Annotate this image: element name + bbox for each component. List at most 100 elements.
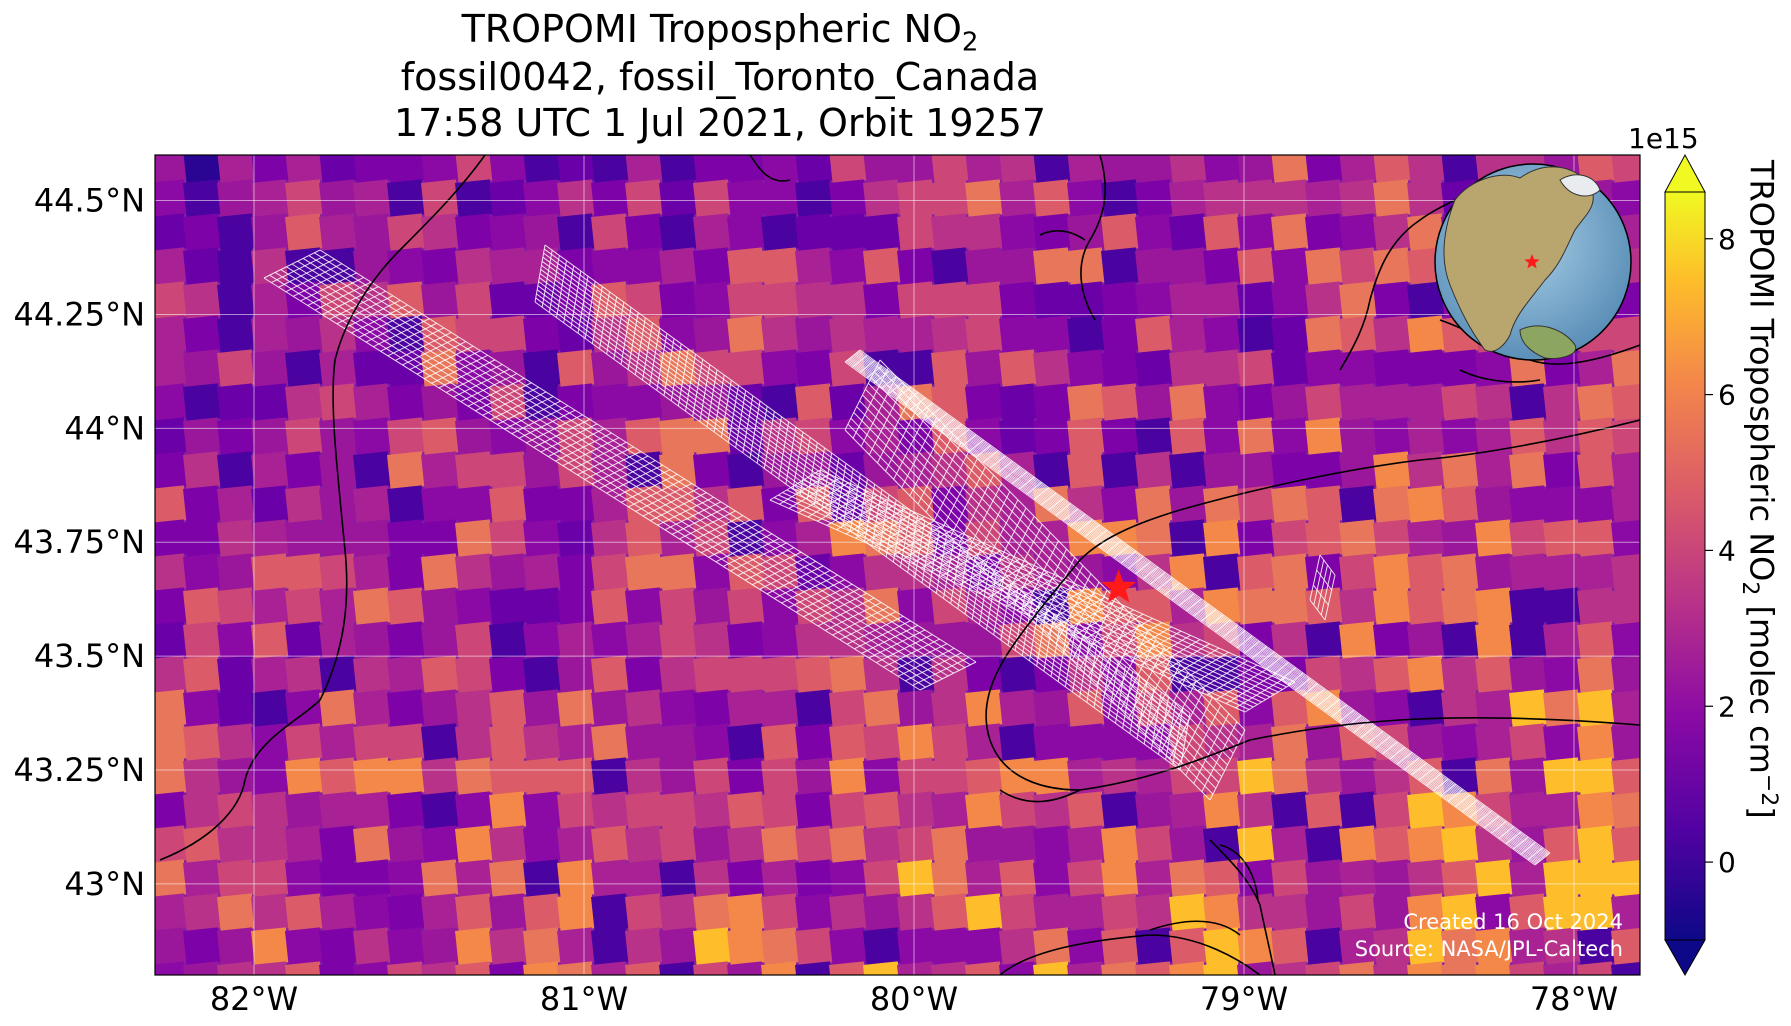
no2-pixel [285,111,323,149]
no2-pixel [1509,757,1548,796]
no2-pixel [761,995,799,1026]
no2-pixel [115,145,153,183]
no2-pixel [1509,689,1548,728]
no2-pixel [624,587,664,626]
no2-pixel [557,757,596,796]
no2-pixel [1067,757,1106,796]
no2-pixel [557,893,596,932]
no2-pixel [1339,621,1378,660]
no2-pixel [1033,825,1072,864]
no2-pixel [1509,723,1548,762]
no2-pixel [931,723,970,762]
no2-pixel [1441,587,1480,626]
no2-pixel [155,689,188,728]
no2-pixel [1033,179,1072,218]
no2-pixel [557,519,596,558]
no2-pixel [318,213,358,252]
footprint-line [867,382,1234,754]
footprint-line [1320,569,1332,616]
no2-pixel [1441,859,1480,898]
no2-pixel [726,281,766,320]
no2-pixel [1033,383,1072,422]
title-line-3: 17:58 UTC 1 Jul 2021, Orbit 19257 [393,101,1047,145]
no2-pixel [455,927,494,966]
no2-pixel [965,723,1004,762]
no2-pixel [658,587,698,626]
no2-pixel [523,247,562,286]
no2-pixel [1033,315,1072,354]
no2-pixel [183,757,222,796]
no2-pixel [1441,757,1480,796]
no2-pixel [1271,825,1310,864]
footprint-line [844,361,1536,866]
credit-created: Created 16 Oct 2024 [1403,910,1623,934]
no2-pixel [183,485,222,524]
no2-pixel [115,587,153,625]
no2-pixel [658,553,698,592]
no2-pixel [1033,349,1072,388]
no2-pixel [1475,519,1514,558]
no2-pixel [863,179,902,218]
no2-pixel [930,281,970,320]
no2-pixel [557,155,596,184]
no2-pixel [1168,451,1208,490]
no2-pixel [1475,927,1514,966]
no2-pixel [591,859,630,898]
no2-pixel [285,723,324,762]
no2-pixel [1305,315,1344,354]
no2-pixel [217,893,256,932]
no2-pixel [1304,155,1344,184]
no2-pixel [761,961,800,975]
no2-pixel [155,723,188,762]
no2-pixel [760,281,800,320]
footprint-line [769,499,1246,713]
no2-pixel [285,825,324,864]
no2-pixel [625,621,664,660]
no2-pixel [1611,553,1640,592]
footprint-line [807,477,1283,690]
no2-pixel [488,213,528,252]
no2-pixel [1339,519,1378,558]
no2-pixel [387,111,425,149]
no2-pixel [693,155,732,184]
no2-pixel [183,859,222,898]
no2-pixel [1237,281,1276,320]
no2-pixel [795,859,834,898]
no2-pixel [1475,655,1514,694]
no2-pixel [1475,995,1513,1026]
no2-pixel [964,485,1004,524]
no2-pixel [1407,791,1446,830]
no2-pixel [1339,859,1378,898]
no2-pixel [727,111,765,149]
no2-pixel [625,417,664,456]
no2-pixel [1237,961,1276,975]
lat-tick-label: 43.75°N [13,523,145,561]
no2-pixel [693,315,732,354]
no2-pixel [591,893,630,932]
no2-pixel [489,519,528,558]
no2-pixel [590,281,630,320]
no2-pixel [1542,689,1582,728]
no2-pixel [1475,111,1513,149]
no2-pixel [318,179,358,218]
no2-pixel [829,655,868,694]
no2-pixel [1169,893,1208,932]
no2-pixel [1373,417,1412,456]
no2-pixel [217,281,256,320]
footprint-line [1316,569,1333,591]
no2-pixel [1475,961,1514,975]
no2-pixel [1509,519,1548,558]
no2-pixel [1237,111,1275,149]
no2-pixel [1066,155,1106,184]
no2-pixel [659,995,697,1026]
no2-pixel [795,213,834,252]
no2-pixel [1237,417,1276,456]
no2-pixel [1441,485,1480,524]
no2-pixel [1135,893,1174,932]
no2-pixel [1406,689,1446,728]
no2-pixel [251,485,290,524]
no2-pixel [1237,893,1276,932]
no2-pixel [1100,155,1140,184]
no2-pixel [1169,791,1208,830]
no2-pixel [965,995,1003,1026]
